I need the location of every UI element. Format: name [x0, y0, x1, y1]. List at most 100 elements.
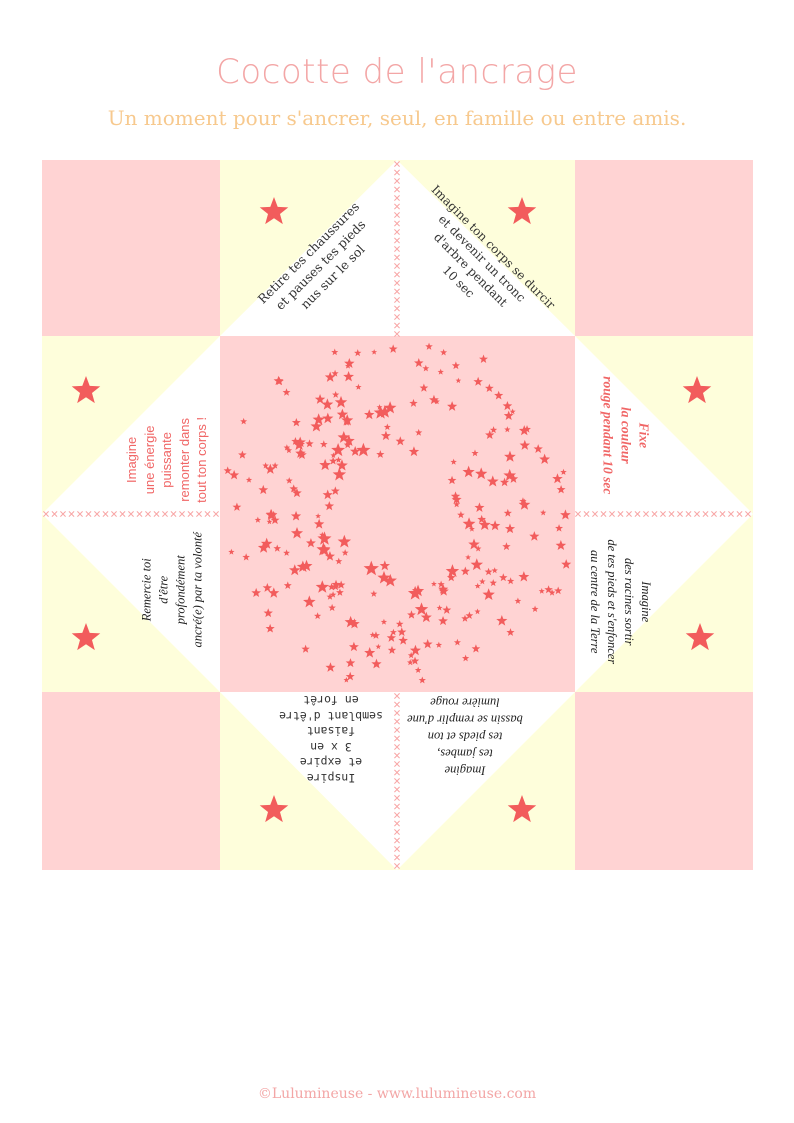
confetti-star-icon	[474, 608, 481, 615]
confetti-star-icon	[317, 531, 332, 545]
confetti-star-icon	[462, 465, 475, 478]
fold-mark-icon	[394, 246, 400, 252]
fold-mark-icon	[651, 511, 658, 517]
fold-mark-icon	[111, 511, 117, 517]
confetti-star-icon	[373, 405, 388, 419]
confetti-star-icon	[283, 444, 291, 451]
confetti-star-icon	[386, 632, 397, 642]
confetti-star-icon	[552, 473, 563, 484]
confetti-star-icon	[348, 641, 359, 652]
confetti-star-icon	[324, 371, 336, 382]
confetti-star-icon	[438, 584, 449, 594]
confetti-star-icon	[271, 462, 279, 469]
page-subtitle: Un moment pour s'ancrer, seul, en famill…	[107, 106, 687, 130]
confetti-star-icon	[290, 510, 302, 521]
confetti-star-icon	[478, 518, 491, 531]
fold-mark-icon	[213, 511, 219, 517]
fold-mark-icon	[77, 511, 83, 517]
fold-mark-icon	[685, 511, 692, 517]
fold-mark-icon	[702, 511, 709, 517]
confetti-star-icon	[375, 643, 382, 650]
fold-mark-icon	[575, 511, 581, 517]
confetti-star-icon	[414, 666, 422, 673]
confetti-star-icon	[503, 508, 512, 517]
confetti-star-icon	[429, 394, 439, 405]
confetti-star-icon	[263, 608, 273, 618]
confetti-star-icon	[473, 376, 483, 386]
confetti-star-icon	[455, 377, 462, 384]
fold-mark-icon	[394, 297, 400, 303]
confetti-star-icon	[332, 467, 347, 481]
confetti-star-icon	[544, 585, 553, 594]
confetti-star-icon	[337, 534, 352, 548]
confetti-star-icon	[415, 428, 423, 436]
confetti-star-icon	[407, 585, 423, 600]
fold-mark-icon	[394, 863, 400, 869]
fold-mark-icon	[394, 254, 400, 261]
confetti-star-icon	[301, 644, 310, 653]
confetti-star-icon	[310, 420, 323, 432]
confetti-star-icon	[489, 579, 497, 587]
fold-mark-icon	[394, 778, 400, 784]
confetti-star-icon	[321, 398, 334, 410]
confetti-star-icon	[285, 477, 293, 484]
confetti-star-icon	[291, 417, 301, 427]
confetti-star-icon	[460, 566, 470, 576]
confetti-star-icon	[273, 544, 282, 552]
flap-text-right-bottom: Imagine des racines sortir de tes pieds et…	[588, 539, 653, 665]
confetti-star-icon	[379, 560, 391, 571]
fold-mark-icon	[583, 511, 590, 517]
panel-stars	[71, 197, 715, 823]
fold-mark-icon	[609, 511, 615, 517]
confetti-star-icon	[447, 475, 457, 485]
confetti-star-icon	[380, 618, 388, 625]
confetti-star-icon	[504, 450, 516, 462]
confetti-star-icon	[504, 523, 516, 534]
confetti-star-icon	[395, 436, 406, 446]
confetti-star-icon	[555, 524, 564, 532]
fold-line-marks	[43, 161, 751, 869]
confetti-star-icon	[275, 376, 284, 386]
confetti-star-icon	[451, 361, 460, 370]
confetti-star-icon	[407, 659, 414, 666]
confetti-star-icon	[479, 354, 488, 363]
confetti-star-icon	[376, 404, 383, 410]
fold-mark-icon	[660, 511, 666, 517]
confetti-star-icon	[539, 453, 551, 464]
confetti-star-icon	[266, 518, 273, 525]
fold-mark-icon	[60, 511, 66, 517]
fold-mark-icon	[394, 710, 400, 716]
confetti-star-icon	[262, 462, 269, 469]
confetti-star-icon	[324, 501, 335, 511]
flap-text-bottom-right: Imagine tes jambes, tes pieds et ton bassin…	[407, 695, 523, 778]
flap-text-right-top: Fixe la couleur rouge pendant 10 sec	[599, 376, 652, 495]
fold-mark-icon	[394, 280, 400, 286]
fold-mark-icon	[728, 511, 734, 517]
confetti-star-icon	[328, 603, 336, 612]
fold-mark-icon	[394, 229, 400, 235]
confetti-star-icon	[322, 489, 333, 500]
confetti-star-icon	[383, 423, 391, 431]
confetti-star-icon	[303, 595, 316, 608]
confetti-star-icon	[330, 452, 337, 459]
confetti-star-icon	[409, 398, 418, 407]
confetti-star-icon	[223, 466, 232, 475]
confetti-star-icon	[356, 442, 371, 457]
confetti-star-icon	[331, 348, 339, 356]
confetti-star-icon	[533, 444, 543, 453]
flap-bottom-left-shape	[220, 692, 397, 870]
confetti-star-icon	[484, 383, 494, 392]
confetti-star-icon	[437, 580, 445, 588]
fold-mark-icon	[394, 331, 400, 337]
confetti-star-icon	[462, 517, 476, 530]
fold-mark-icon	[394, 752, 400, 759]
confetti-star-icon	[508, 474, 519, 483]
confetti-star-icon	[329, 456, 338, 465]
confetti-star-icon	[336, 459, 348, 471]
confetti-star-icon	[371, 349, 378, 355]
confetti-star-icon	[282, 388, 291, 396]
confetti-star-icon	[529, 531, 540, 541]
confetti-star-icon	[345, 671, 355, 681]
page-title: Cocotte de l'ancrage	[216, 52, 578, 92]
fold-mark-icon	[677, 511, 683, 517]
